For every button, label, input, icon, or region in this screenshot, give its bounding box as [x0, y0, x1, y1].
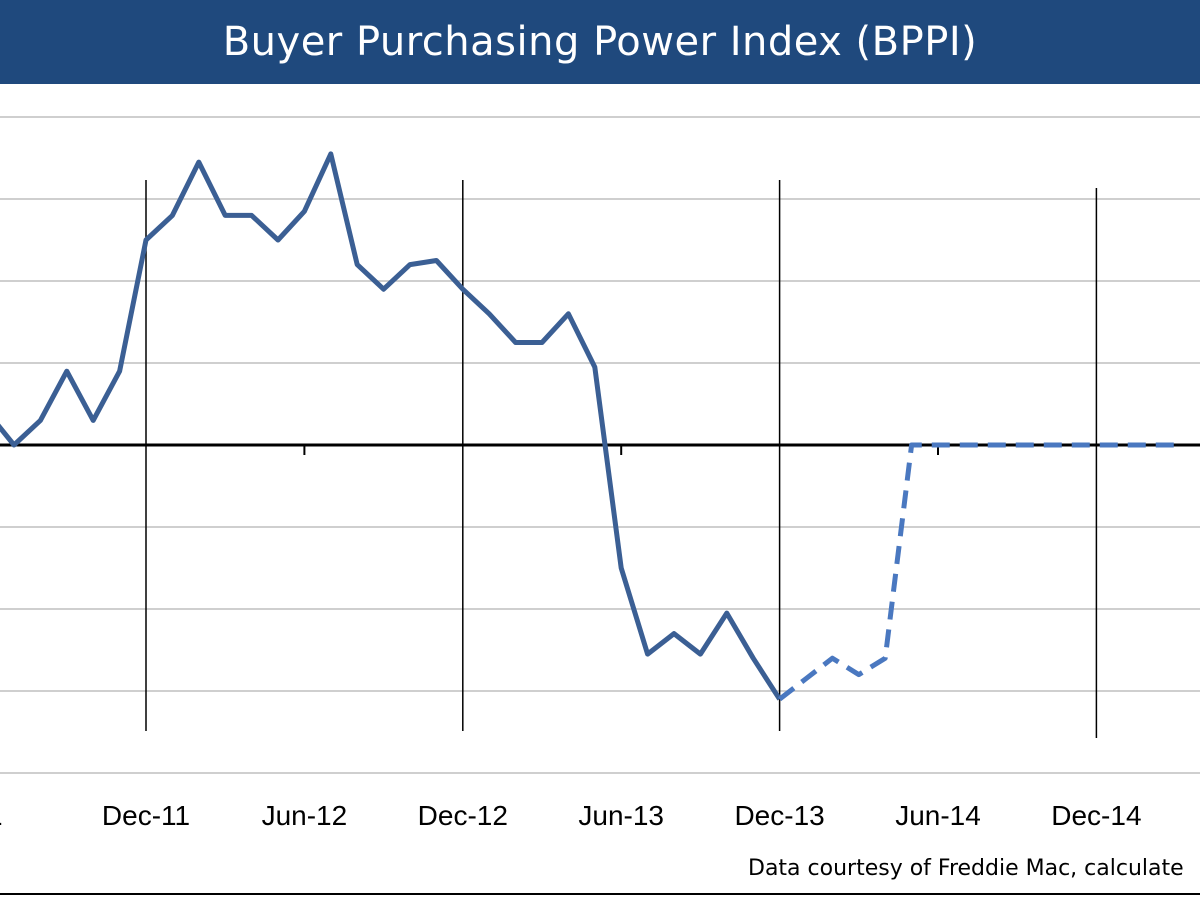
x-tick-label: Jun-12	[262, 800, 348, 831]
x-tick-label: 11	[0, 800, 3, 831]
x-axis	[0, 180, 1200, 738]
x-tick-label: Dec-12	[418, 800, 508, 831]
x-tick-label: Dec-11	[102, 800, 190, 831]
series-lines	[0, 151, 1176, 702]
bottom-rule	[0, 893, 1200, 895]
chart-title-bar: Buyer Purchasing Power Index (BPPI)	[0, 0, 1200, 84]
x-tick-labels: 11 Dec-11 Jun-12 Dec-12 Jun-13 Dec-13 Jun-14 De…	[0, 800, 1142, 831]
gridlines	[0, 116, 1200, 774]
x-tick-label: Dec-14	[1051, 800, 1141, 831]
x-tick-label: Dec-13	[734, 800, 824, 831]
source-note: Data courtesy of Freddie Mac, calculate	[748, 856, 1184, 881]
x-tick-label: Jun-13	[578, 800, 664, 831]
series-line-actual	[0, 151, 782, 701]
x-tick-label: Jun-14	[895, 800, 981, 831]
series-line-projected	[778, 442, 1176, 702]
chart-title: Buyer Purchasing Power Index (BPPI)	[222, 19, 978, 65]
